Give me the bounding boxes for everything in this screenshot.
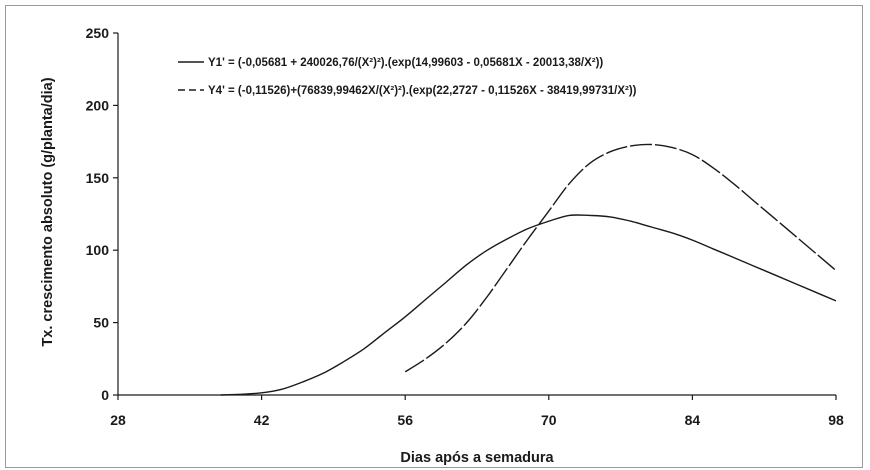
chart-frame (5, 5, 863, 468)
x-tick-label: 98 (828, 412, 844, 428)
y-tick-label: 200 (86, 97, 110, 113)
series-line-1 (220, 214, 837, 396)
y-tick-label: 150 (86, 170, 110, 186)
x-tick-label: 70 (541, 412, 557, 428)
y-tick-label: 100 (86, 242, 110, 258)
x-tick-label: 56 (397, 412, 413, 428)
series-line-2 (404, 143, 837, 373)
x-tick-label: 28 (110, 412, 126, 428)
legend-label-1: Y1' = (-0,05681 + 240026,76/(X²)²).(exp(… (208, 57, 603, 69)
y-tick-label: 250 (86, 25, 110, 41)
x-tick-label: 42 (254, 412, 270, 428)
x-tick-label: 84 (685, 412, 701, 428)
x-axis-title: Dias após a semadura (400, 450, 554, 466)
y-tick-label: 0 (101, 387, 109, 403)
y-tick-label: 50 (93, 315, 109, 331)
legend-label-2: Y4' = (-0,11526)+(76839,99462X/(X²)²).(e… (208, 85, 637, 97)
y-axis-title: Tx. crescimento absoluto (g/planta/dia) (40, 77, 56, 346)
